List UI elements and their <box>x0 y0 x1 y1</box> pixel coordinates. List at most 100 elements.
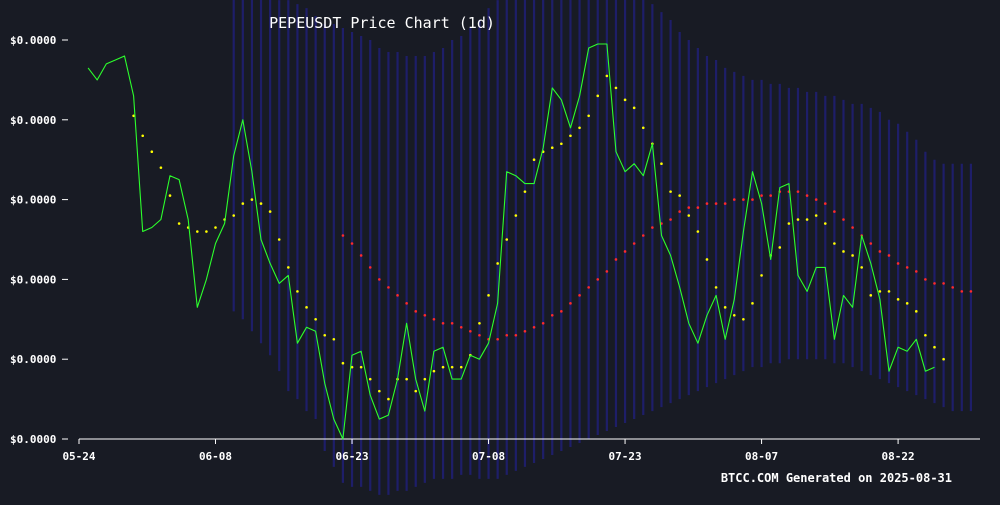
ma_short-point <box>869 294 873 297</box>
ma_short-point <box>350 365 354 369</box>
ma_long-point <box>605 270 609 273</box>
ma_short-point <box>896 298 900 301</box>
ma_long-point <box>523 329 527 333</box>
ma_long-point <box>723 202 727 205</box>
chart-title: PEPEUSDT Price Chart (1d) <box>269 14 495 32</box>
ma_long-point <box>651 226 654 229</box>
ma_short-point <box>141 134 145 138</box>
ma_short-point <box>168 194 172 197</box>
ma_short-point <box>796 218 800 221</box>
ma_long-point <box>914 270 918 273</box>
ma-long-series <box>341 190 973 341</box>
ma_short-point <box>760 274 763 277</box>
ma_long-point <box>878 250 882 253</box>
ma_short-point <box>478 321 481 325</box>
ma_short-point <box>450 365 454 369</box>
ma_long-point <box>378 278 381 281</box>
ma_short-point <box>560 142 563 146</box>
ma_long-point <box>805 194 809 197</box>
ma_long-point <box>769 194 772 197</box>
ma_short-point <box>250 198 254 201</box>
ma_long-point <box>751 198 754 201</box>
ma_long-point <box>505 333 509 337</box>
ma_long-point <box>951 286 954 289</box>
ma_long-point <box>469 329 472 333</box>
ma_short-point <box>678 194 681 197</box>
ma_long-point <box>459 325 463 329</box>
x-tick-label: 06-23 <box>335 450 368 463</box>
price-series <box>87 43 935 440</box>
ma_short-point <box>305 306 308 309</box>
ma_short-point <box>177 222 181 225</box>
ma_short-point <box>942 357 945 361</box>
ma_long-point <box>869 242 873 245</box>
ma_short-point <box>632 106 636 110</box>
ma_long-point <box>578 294 581 297</box>
ma_short-point <box>814 214 818 217</box>
ma_long-point <box>760 194 763 197</box>
ma_short-point <box>805 218 809 221</box>
ma_short-point <box>787 222 791 225</box>
ma_short-point <box>296 290 299 293</box>
ma_short-point <box>332 337 336 341</box>
ma_long-point <box>714 202 718 205</box>
ma_short-point <box>714 286 718 289</box>
ma_short-point <box>287 266 290 269</box>
ma_short-point <box>259 202 263 205</box>
ma_long-point <box>969 290 973 293</box>
ma_short-point <box>823 222 827 225</box>
axes: $0.0000 $0.0000 $0.0000 $0.0000 $0.0000 $0.00… <box>10 34 980 463</box>
ma_short-point <box>851 254 854 257</box>
ma_short-point <box>587 114 590 118</box>
ma_long-point <box>614 258 618 261</box>
ma_short-point <box>432 369 436 373</box>
ma_long-point <box>732 198 736 201</box>
y-tick-label: $0.0000 <box>10 194 56 207</box>
ma_short-point <box>487 294 490 297</box>
ma_long-point <box>560 310 563 313</box>
ma_short-point <box>459 365 463 369</box>
ma_long-point <box>887 254 891 257</box>
ma_long-point <box>796 190 800 193</box>
ma_long-point <box>851 226 854 229</box>
ma_long-point <box>414 310 418 313</box>
ma_short-point <box>833 242 836 245</box>
ma_short-point <box>314 318 317 321</box>
ma_long-point <box>823 202 827 205</box>
ma_short-point <box>159 166 163 169</box>
ma_short-point <box>705 258 709 261</box>
ma_short-point <box>268 210 272 213</box>
ma_long-point <box>569 302 572 305</box>
ma-short-series <box>132 74 945 401</box>
ma_short-point <box>514 214 518 217</box>
ma_short-point <box>505 238 509 241</box>
ma_long-point <box>960 290 964 293</box>
y-tick-label: $0.0000 <box>10 273 56 286</box>
ma_short-point <box>924 333 927 337</box>
ma_long-point <box>833 210 836 213</box>
ma_short-point <box>614 86 618 90</box>
ma_long-point <box>641 234 645 237</box>
ma_short-point <box>578 126 581 130</box>
ma_short-point <box>860 266 863 269</box>
ma_short-point <box>359 365 363 369</box>
y-tick-label: $0.0000 <box>10 433 56 446</box>
ma_long-point <box>514 333 518 337</box>
price-line <box>87 43 935 440</box>
x-tick-label: 05-24 <box>62 450 95 463</box>
ma_long-point <box>632 242 636 245</box>
ma_long-point <box>814 198 818 201</box>
ma_long-point <box>623 250 627 253</box>
ma_long-point <box>705 202 709 205</box>
ma_short-point <box>496 262 499 265</box>
ma_short-point <box>732 314 736 317</box>
ma_long-point <box>742 198 745 201</box>
x-tick-label: 07-08 <box>472 450 505 463</box>
ma_short-point <box>232 214 236 217</box>
ma_short-point <box>751 302 754 305</box>
ma_long-point <box>387 286 390 289</box>
ma_short-point <box>387 397 390 401</box>
ma_long-point <box>550 314 554 317</box>
